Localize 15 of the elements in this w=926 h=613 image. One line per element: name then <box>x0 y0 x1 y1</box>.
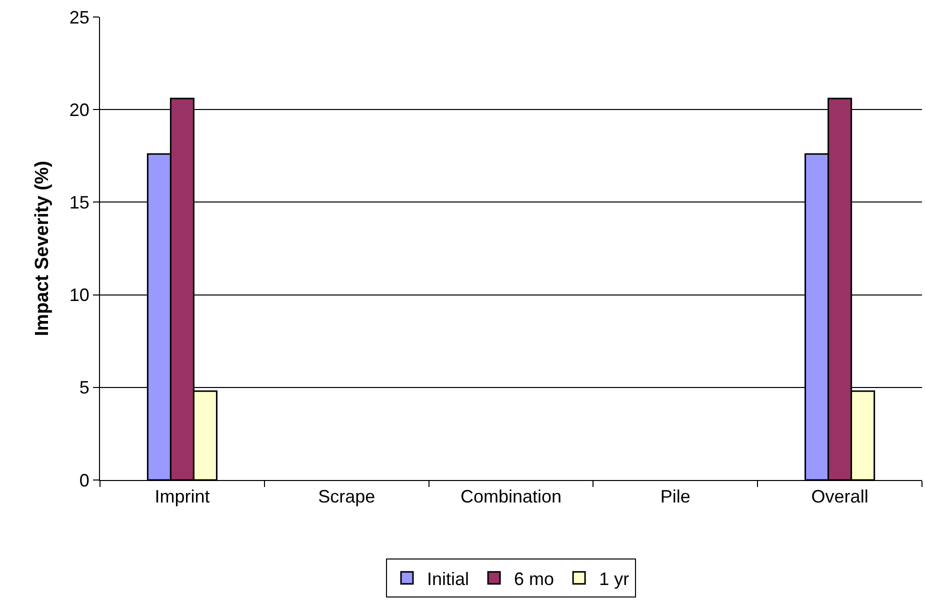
x-tick-label: Scrape <box>318 486 376 507</box>
legend-label: Initial <box>427 568 470 589</box>
legend-label: 6 mo <box>514 568 554 589</box>
y-tick-label: 15 <box>69 192 90 212</box>
y-tick-label: 0 <box>79 470 90 490</box>
x-tick-label: Combination <box>460 486 562 507</box>
x-tick-label: Overall <box>811 486 868 507</box>
y-tick-label: 20 <box>69 100 90 120</box>
x-tick-label: Pile <box>660 486 690 507</box>
y-tick-label: 10 <box>69 285 90 306</box>
legend-label: 1 yr <box>599 568 630 589</box>
y-axis-title: Impact Severity (%) <box>32 160 54 336</box>
y-tick-label: 25 <box>69 7 90 28</box>
x-tick-label: Imprint <box>154 486 210 507</box>
y-tick-label: 5 <box>79 378 90 398</box>
